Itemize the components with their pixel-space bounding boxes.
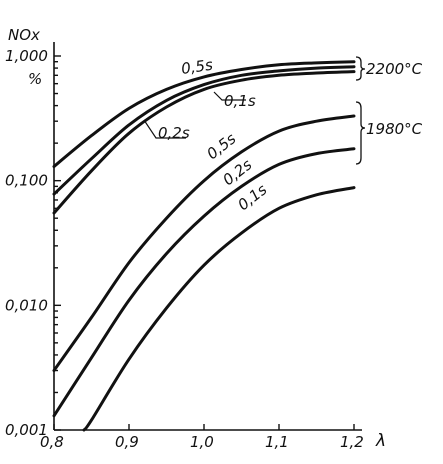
group-label-1980: 1980°C — [366, 120, 423, 138]
y-tick-label: 1,000 — [5, 47, 48, 65]
x-tick-label: 1,0 — [190, 433, 214, 451]
y-tick-label: 0,010 — [5, 296, 48, 314]
y-axis-title: NOx — [8, 26, 40, 44]
x-tick-label: 1,1 — [265, 433, 289, 451]
brace-1980 — [355, 101, 366, 165]
curve-label-1980-01s: 0,1s — [234, 180, 270, 214]
group-label-2200: 2200°C — [366, 60, 423, 78]
x-axis-title: λ — [375, 431, 386, 451]
series-line-1980-05s — [52, 114, 356, 372]
ticks: 0,8 0,9 1,0 1,1 1,2 0,001 0,010 0,100 1,000 — [5, 47, 364, 451]
series-line-1980-02s — [52, 147, 356, 418]
curve-label-2200-05s: 0,5s — [180, 56, 214, 78]
y-tick-label: 0,100 — [5, 172, 48, 190]
annotations: 2200°C 1980°C 0,5s 0,1s 0,2s 0,5s 0,2s 0… — [143, 56, 423, 214]
x-tick-label: 1,2 — [340, 433, 364, 451]
x-tick-label: 0,9 — [115, 433, 139, 451]
curves — [52, 60, 356, 432]
series-line-1980-01s — [82, 186, 356, 432]
y-axis-unit: % — [28, 70, 42, 88]
curve-label-2200-01s: 0,1s — [224, 92, 256, 110]
curve-label-1980-02s: 0,2s — [219, 155, 255, 189]
series-line-2200-01s — [52, 70, 356, 215]
series-line-2200-02s — [52, 65, 356, 196]
brace-2200 — [355, 56, 366, 81]
curve-label-2200-02s: 0,2s — [158, 124, 190, 142]
y-tick-label: 0,001 — [5, 421, 48, 439]
x-tick-label: 0,8 — [40, 433, 64, 451]
axes — [53, 42, 362, 431]
leader-2200-02s — [143, 119, 186, 139]
leader-2200-01s — [213, 91, 246, 101]
series-line-2200-05s — [52, 60, 356, 168]
